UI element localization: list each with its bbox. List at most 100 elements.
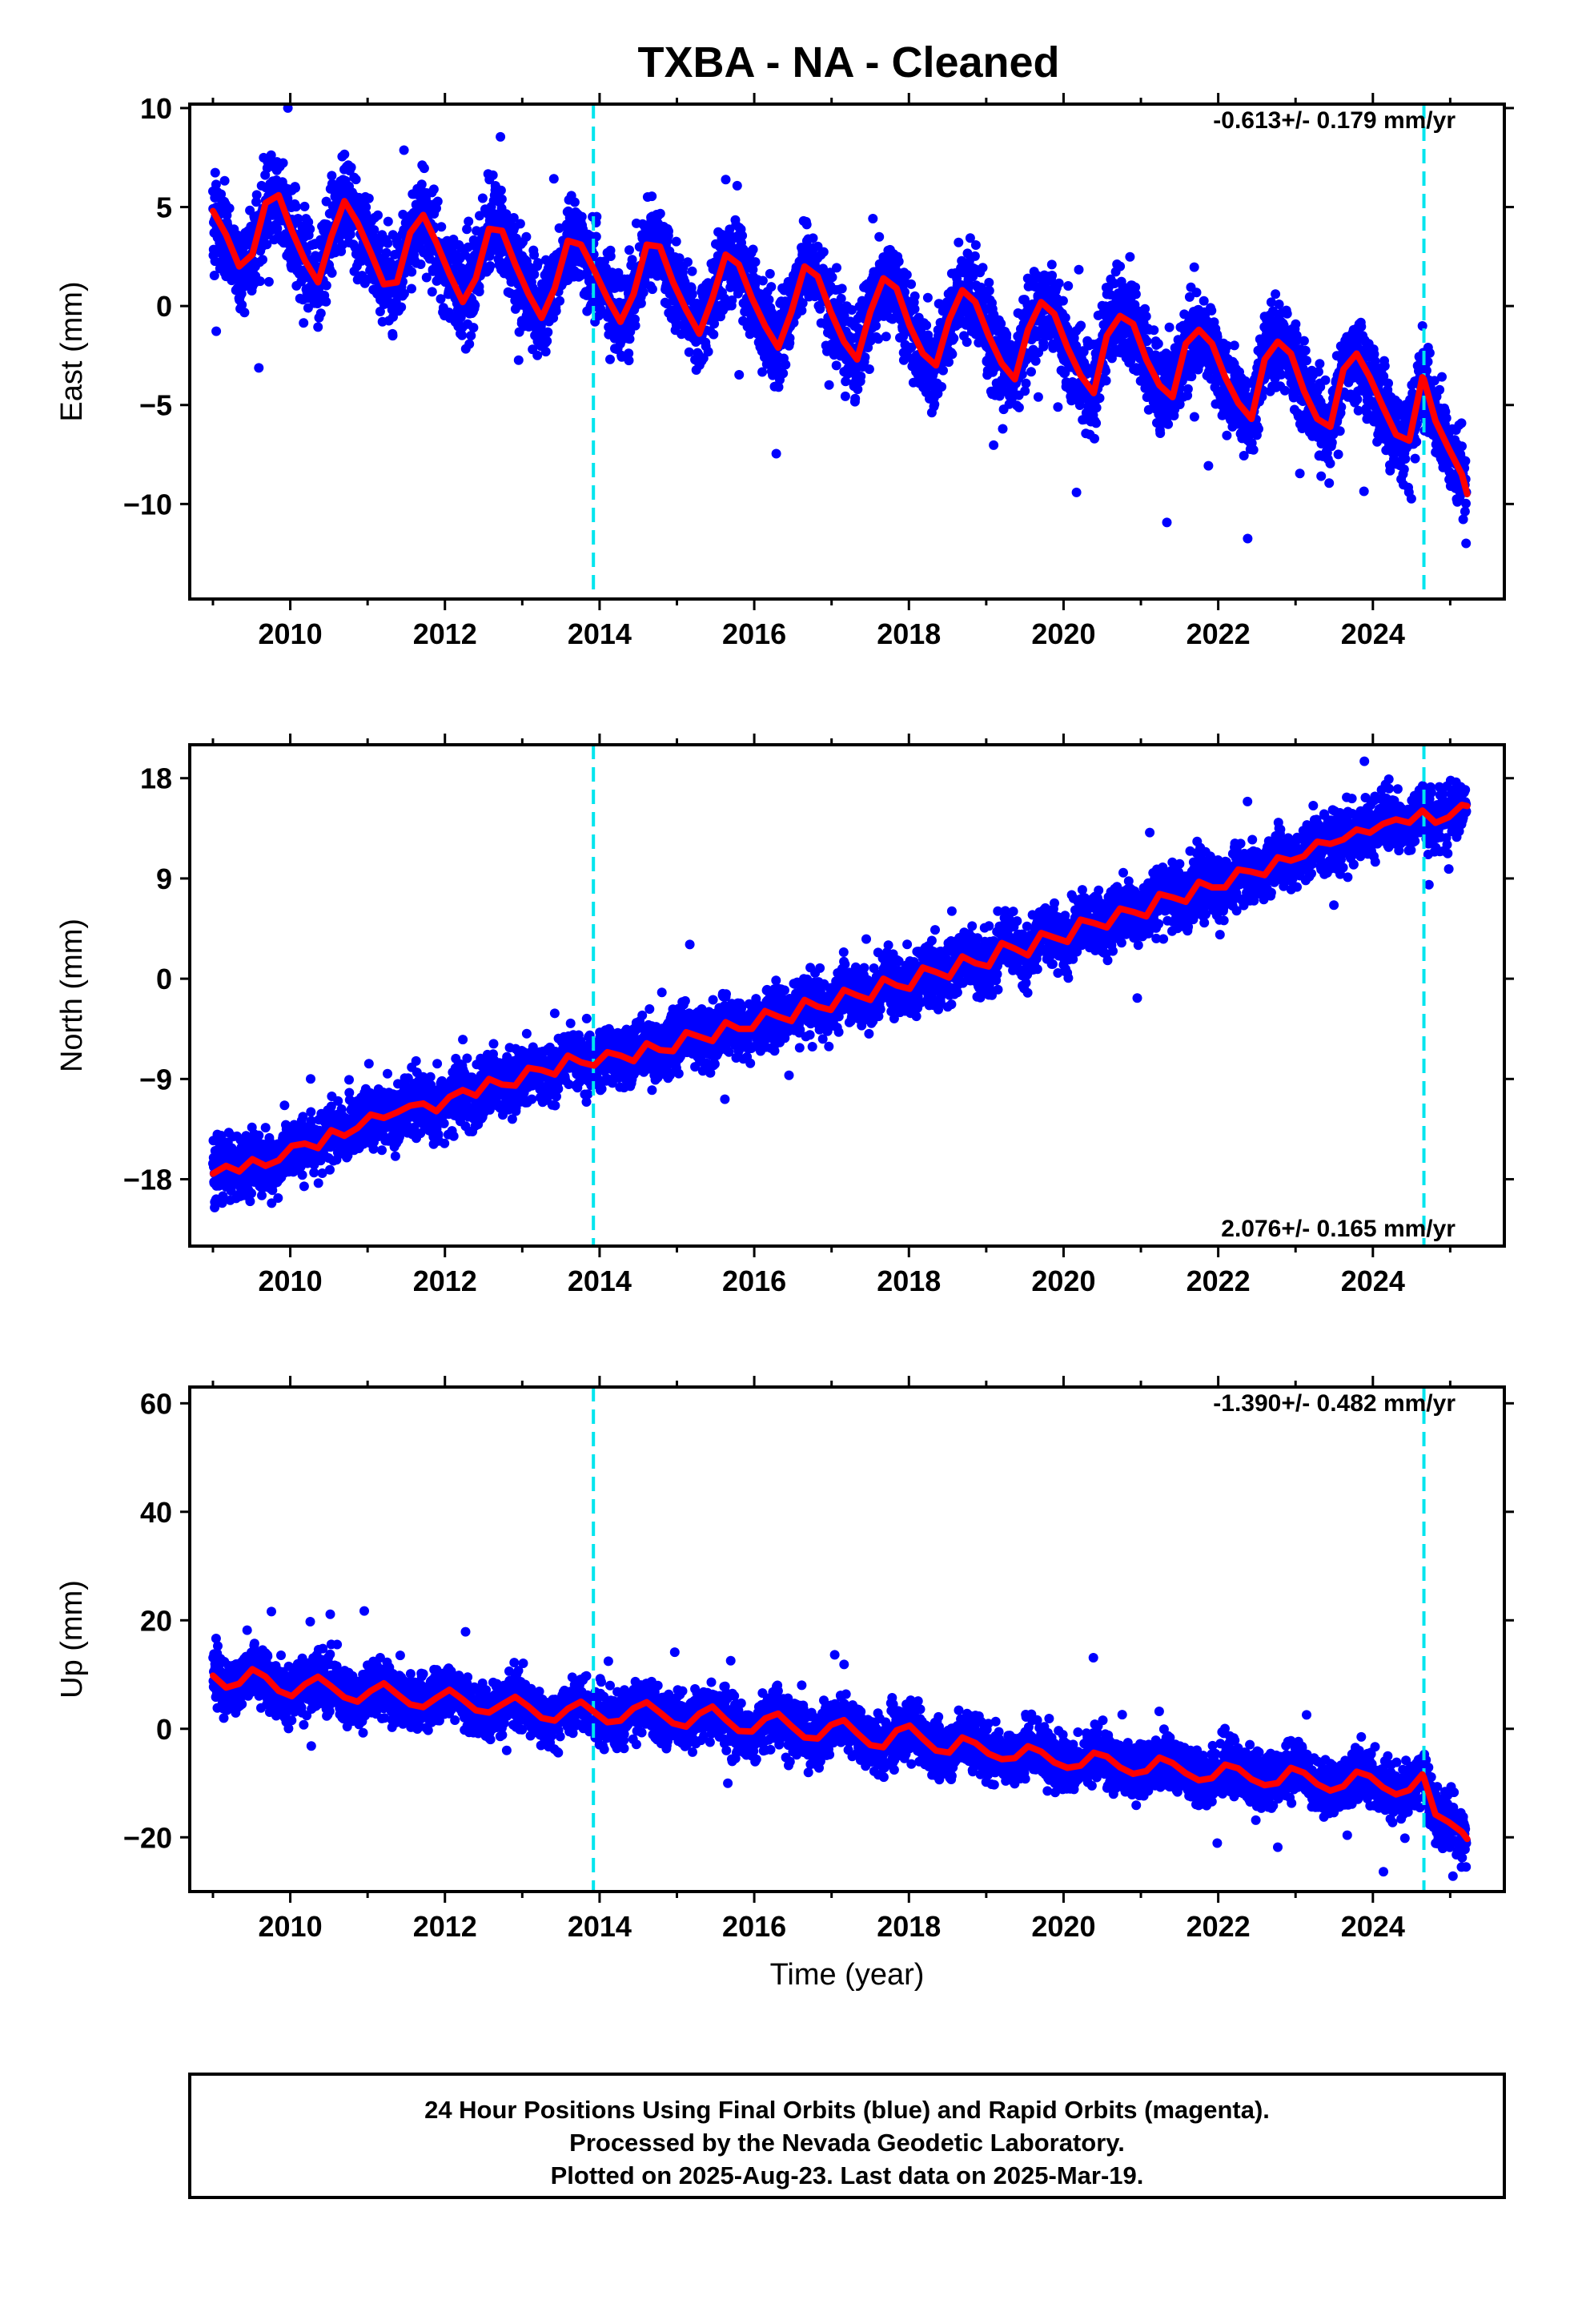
east-data-point bbox=[687, 289, 697, 300]
east-data-point bbox=[278, 158, 288, 168]
east-data-point bbox=[485, 261, 496, 271]
east-data-point bbox=[624, 245, 634, 255]
east-data-point bbox=[874, 231, 885, 242]
east-data-point bbox=[383, 216, 393, 227]
east-data-point bbox=[258, 255, 267, 265]
east-data-point bbox=[1130, 289, 1141, 300]
east-data-point bbox=[970, 251, 980, 261]
east-data-point bbox=[1053, 402, 1063, 412]
east-data-point bbox=[1315, 359, 1325, 369]
east-data-point bbox=[291, 202, 301, 212]
east-data-point bbox=[1189, 262, 1199, 272]
east-data-point bbox=[998, 424, 1008, 434]
east-data-point bbox=[428, 184, 439, 195]
east-data-point bbox=[361, 202, 371, 212]
east-data-point bbox=[764, 295, 774, 305]
east-data-point bbox=[1076, 320, 1086, 331]
east-data-point bbox=[850, 393, 861, 404]
east-data-point bbox=[748, 244, 758, 255]
east-data-point bbox=[605, 251, 616, 261]
east-data-point bbox=[1054, 278, 1064, 288]
east-data-point bbox=[470, 300, 480, 311]
east-data-point bbox=[1243, 533, 1253, 544]
east-data-point bbox=[266, 150, 276, 160]
east-data-point bbox=[569, 197, 580, 207]
east-data-point bbox=[1254, 424, 1263, 434]
east-data-point bbox=[396, 302, 407, 312]
east-data-point bbox=[1074, 264, 1084, 275]
east-data-point bbox=[1182, 384, 1193, 394]
east-data-point bbox=[1316, 471, 1327, 481]
east-data-point bbox=[765, 268, 775, 279]
east-data-point bbox=[496, 131, 506, 142]
east-data-point bbox=[436, 294, 446, 304]
east-data-point bbox=[466, 331, 476, 341]
east-data-point bbox=[864, 364, 874, 374]
east-data-point bbox=[339, 149, 350, 159]
east-data-point bbox=[436, 222, 447, 232]
east-data-point bbox=[737, 231, 748, 241]
east-data-point bbox=[208, 244, 219, 255]
east-data-point bbox=[219, 175, 230, 186]
east-data-point bbox=[757, 275, 768, 286]
east-data-point bbox=[496, 194, 507, 204]
east-data-point bbox=[373, 210, 383, 220]
figure-title: TXBA - NA - Cleaned bbox=[637, 38, 1059, 86]
east-data-point bbox=[1222, 430, 1232, 440]
east-data-point bbox=[421, 272, 432, 283]
east-data-point bbox=[1153, 339, 1163, 349]
east-data-point bbox=[1071, 487, 1082, 497]
east-data-point bbox=[1091, 403, 1102, 413]
east-data-point bbox=[1115, 261, 1126, 271]
east-data-point bbox=[542, 336, 552, 346]
east-data-point bbox=[484, 251, 495, 261]
east-data-point bbox=[1155, 428, 1166, 438]
east-data-point bbox=[1282, 308, 1292, 319]
east-data-point bbox=[383, 296, 393, 307]
east-data-point bbox=[263, 276, 274, 287]
east-data-point bbox=[949, 333, 959, 344]
east-data-point bbox=[464, 339, 475, 349]
east-data-point bbox=[1248, 444, 1259, 455]
east-data-point bbox=[837, 283, 847, 294]
east-data-point bbox=[605, 354, 615, 364]
east-data-point bbox=[1033, 392, 1043, 402]
east-data-point bbox=[407, 267, 417, 277]
east-data-point bbox=[313, 322, 323, 332]
east-data-point bbox=[321, 296, 331, 307]
east-data-point bbox=[781, 360, 791, 370]
east-data-point bbox=[871, 320, 881, 331]
east-data-point bbox=[989, 440, 999, 450]
east-data-point bbox=[513, 355, 524, 365]
east-data-point bbox=[901, 270, 912, 280]
east-data-point bbox=[255, 276, 265, 287]
east-data-point bbox=[399, 145, 409, 155]
east-data-point bbox=[1203, 460, 1214, 471]
east-data-point bbox=[369, 225, 379, 235]
east-data-point bbox=[521, 231, 532, 242]
east-data-point bbox=[251, 197, 261, 207]
east-data-point bbox=[1279, 385, 1290, 396]
east-data-point bbox=[824, 380, 834, 390]
east-data-point bbox=[475, 211, 484, 221]
east-data-point bbox=[1299, 336, 1309, 346]
east-data-point bbox=[224, 203, 235, 214]
east-data-point bbox=[703, 347, 713, 357]
east-data-point bbox=[801, 219, 812, 230]
east-data-point bbox=[209, 271, 219, 280]
east-data-point bbox=[1101, 376, 1111, 386]
east-data-point bbox=[1320, 375, 1331, 385]
east-data-point bbox=[529, 269, 540, 279]
east-data-point bbox=[477, 193, 488, 203]
east-data-point bbox=[1141, 312, 1151, 322]
east-data-point bbox=[299, 318, 309, 328]
east-data-point bbox=[868, 214, 878, 223]
east-data-point bbox=[831, 360, 841, 371]
east-data-point bbox=[1229, 340, 1239, 351]
east-data-point bbox=[954, 237, 964, 247]
east-data-point bbox=[375, 307, 385, 316]
east-data-point bbox=[856, 371, 866, 381]
east-data-point bbox=[305, 224, 315, 235]
east-data-point bbox=[1324, 478, 1335, 489]
